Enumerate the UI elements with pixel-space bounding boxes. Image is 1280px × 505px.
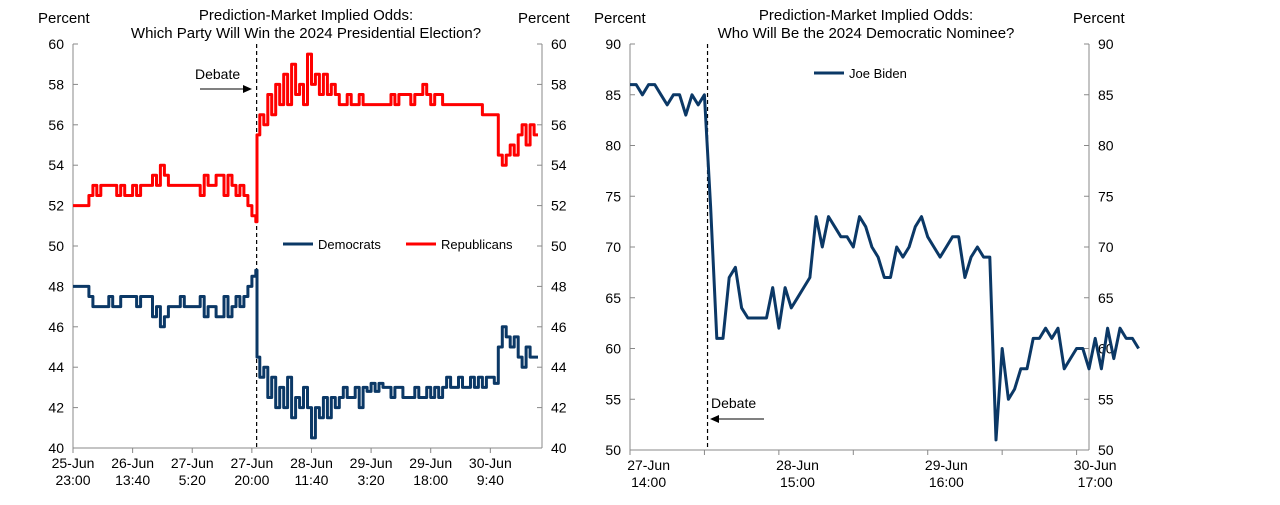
y-tick-label-right: 52 xyxy=(551,198,567,214)
series-line-democrats xyxy=(73,268,538,440)
debate-label: Debate xyxy=(195,66,240,82)
y-tick-label-left: 40 xyxy=(48,440,64,456)
y-axis-left-label: Percent xyxy=(38,10,91,27)
x-tick-label: 28-Jun 11:40 xyxy=(290,455,333,488)
y-tick-label-right: 40 xyxy=(551,440,567,456)
y-tick-label-right: 65 xyxy=(1098,290,1114,306)
y-tick-label-left: 85 xyxy=(605,87,621,103)
x-tick-label: 30-Jun 9:40 xyxy=(469,455,512,488)
y-tick-label-right: 58 xyxy=(551,76,567,92)
debate-arrow-head xyxy=(243,85,252,93)
y-tick-label-left: 60 xyxy=(605,341,621,357)
y-tick-label-left: 75 xyxy=(605,188,621,204)
debate-annotation: Debate xyxy=(710,395,764,423)
chart-title-line-1: Prediction-Market Implied Odds: xyxy=(199,7,413,24)
x-tick-label: 30-Jun 17:00 xyxy=(1074,457,1117,490)
y-axis-left-label: Percent xyxy=(594,10,647,27)
y-tick-label-left: 65 xyxy=(605,290,621,306)
y-tick-label-left: 55 xyxy=(605,391,621,407)
tick-labels: 40 40 42 42 44 44 46 46 48 48 50 50 52 52 54 54 56 56 58 58… xyxy=(48,36,566,488)
y-tick-label-left: 50 xyxy=(605,442,621,458)
debate-arrow-head xyxy=(710,415,719,423)
y-tick-label-left: 42 xyxy=(48,400,64,416)
y-tick-label-left: 70 xyxy=(605,239,621,255)
y-tick-label-left: 60 xyxy=(48,36,64,52)
nominee-odds-chart: Prediction-Market Implied Odds: Who Will… xyxy=(594,7,1140,490)
x-tick-label: 27-Jun 14:00 xyxy=(627,457,670,490)
y-tick-label-left: 54 xyxy=(48,157,64,173)
chart-title-line-2: Which Party Will Win the 2024 Presidenti… xyxy=(131,25,481,42)
y-tick-label-left: 90 xyxy=(605,36,621,52)
y-tick-label-right: 46 xyxy=(551,319,567,335)
series-lines xyxy=(630,83,1140,442)
x-tick-label: 28-Jun 15:00 xyxy=(776,457,819,490)
x-tick-label: 29-Jun 16:00 xyxy=(925,457,968,490)
legend: Joe Biden xyxy=(814,66,907,81)
y-tick-label-right: 60 xyxy=(551,36,567,52)
y-axis-right-label: Percent xyxy=(518,10,571,27)
y-tick-label-right: 54 xyxy=(551,157,567,173)
y-tick-label-right: 85 xyxy=(1098,87,1114,103)
y-tick-label-right: 56 xyxy=(551,117,567,133)
debate-label: Debate xyxy=(711,395,756,411)
y-tick-label-left: 50 xyxy=(48,238,64,254)
y-tick-label-right: 50 xyxy=(551,238,567,254)
party-odds-chart: Prediction-Market Implied Odds: Which Pa… xyxy=(38,7,571,488)
x-tick-label: 25-Jun 23:00 xyxy=(52,455,95,488)
y-tick-label-left: 48 xyxy=(48,278,64,294)
chart-title-line-2: Who Will Be the 2024 Democratic Nominee? xyxy=(718,25,1015,42)
y-tick-label-right: 44 xyxy=(551,359,567,375)
legend: Democrats Republicans xyxy=(283,237,513,252)
series-lines xyxy=(73,52,538,440)
x-tick-label: 27-Jun 5:20 xyxy=(171,455,214,488)
y-tick-label-right: 80 xyxy=(1098,138,1114,154)
debate-annotation: Debate xyxy=(195,66,252,93)
y-tick-label-right: 48 xyxy=(551,278,567,294)
y-tick-label-left: 58 xyxy=(48,76,64,92)
y-tick-label-right: 90 xyxy=(1098,36,1114,52)
y-tick-label-right: 70 xyxy=(1098,239,1114,255)
y-tick-label-right: 50 xyxy=(1098,442,1114,458)
x-tick-label: 29-Jun 18:00 xyxy=(409,455,452,488)
legend-label-democrats: Democrats xyxy=(318,237,381,252)
y-axis-right-label: Percent xyxy=(1073,10,1126,27)
legend-label-republicans: Republicans xyxy=(441,237,513,252)
x-tick-label: 26-Jun 13:40 xyxy=(111,455,154,488)
x-tick-label: 29-Jun 3:20 xyxy=(350,455,393,488)
y-tick-label-right: 55 xyxy=(1098,391,1114,407)
legend-label-biden: Joe Biden xyxy=(849,66,907,81)
y-tick-label-left: 46 xyxy=(48,319,64,335)
y-tick-label-left: 44 xyxy=(48,359,64,375)
y-tick-label-right: 75 xyxy=(1098,188,1114,204)
axes xyxy=(72,43,543,453)
y-tick-label-left: 80 xyxy=(605,138,621,154)
series-line-republicans xyxy=(73,52,538,224)
y-tick-label-left: 52 xyxy=(48,198,64,214)
series-line-joe-biden xyxy=(630,83,1140,442)
y-tick-label-right: 42 xyxy=(551,400,567,416)
x-tick-label: 27-Jun 20:00 xyxy=(230,455,273,488)
y-tick-label-left: 56 xyxy=(48,117,64,133)
axes xyxy=(629,43,1090,455)
chart-title-line-1: Prediction-Market Implied Odds: xyxy=(759,7,973,24)
